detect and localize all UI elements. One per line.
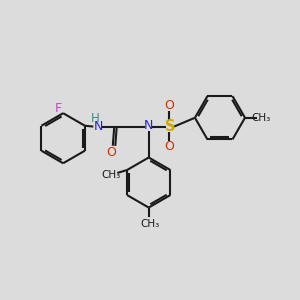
Text: O: O	[164, 140, 174, 153]
Text: CH₃: CH₃	[102, 170, 121, 180]
Text: CH₃: CH₃	[251, 113, 271, 123]
Text: O: O	[106, 146, 116, 159]
Text: O: O	[164, 99, 174, 112]
Text: F: F	[54, 102, 61, 115]
Text: N: N	[93, 120, 103, 133]
Text: N: N	[144, 119, 153, 132]
Text: H: H	[90, 112, 99, 125]
Text: CH₃: CH₃	[141, 219, 160, 229]
Text: S: S	[165, 118, 175, 134]
